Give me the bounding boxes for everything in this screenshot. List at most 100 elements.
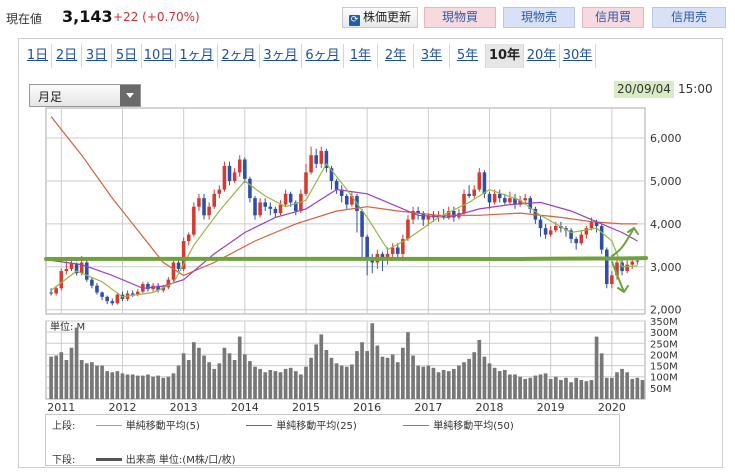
volume-bar (197, 347, 201, 399)
candle-body (492, 193, 497, 203)
candle-body (115, 294, 120, 304)
candle-body (237, 159, 242, 173)
candle-body (416, 211, 420, 214)
candle-body (344, 195, 349, 205)
period-tab[interactable]: 5年 (450, 44, 486, 68)
volume-bar (90, 362, 94, 399)
volume-bar (309, 357, 313, 399)
margin-sell-button[interactable]: 信用売 (652, 7, 726, 28)
last-update-time: 15:00 (678, 82, 713, 96)
volume-bar (186, 360, 191, 399)
volume-tick-label: 350M (650, 317, 678, 328)
volume-bar (446, 371, 451, 399)
period-tab[interactable]: 2日 (52, 44, 82, 68)
volume-bar (502, 370, 507, 399)
legend-ma25: 単純移動平均(25) (276, 421, 357, 432)
period-tab[interactable]: 1ヶ月 (176, 44, 218, 68)
price-tick-label: 4,000 (650, 218, 682, 231)
candle-body (258, 202, 262, 216)
candle-body (105, 296, 109, 302)
volume-bar (401, 347, 405, 399)
cash-sell-button[interactable]: 現物売 (503, 7, 575, 28)
volume-bar (411, 355, 415, 399)
period-tab[interactable]: 3年 (414, 44, 450, 68)
candle-body (314, 155, 318, 164)
period-tab[interactable]: 3ヶ月 (260, 44, 302, 68)
volume-bar (569, 382, 573, 399)
legend-upper-row: 上段: 単純移動平均(5) 単純移動平均(25) 単純移動平均(50) (52, 417, 514, 432)
candle-body (253, 198, 257, 216)
volume-bar (548, 378, 553, 399)
period-tab[interactable]: 5日 (112, 44, 142, 68)
volume-bar (467, 358, 471, 399)
volume-bar (584, 381, 589, 399)
legend-lower-label: 下段: (52, 455, 76, 466)
period-tab[interactable]: 30年 (560, 44, 596, 68)
period-tab[interactable]: 10日 (142, 44, 176, 68)
volume-bar (579, 380, 584, 399)
candle-body (401, 238, 405, 254)
volume-bar (451, 368, 456, 399)
volume-bar (477, 339, 482, 399)
price-plot-area (45, 107, 646, 315)
period-tab[interactable]: 1年 (344, 44, 378, 68)
volume-tick-label: 300M (650, 328, 678, 339)
x-tick-label: 2014 (231, 401, 259, 414)
volume-swatch (95, 458, 122, 461)
price-change: +22 (+0.70%) (113, 10, 200, 24)
volume-bar (513, 374, 517, 399)
period-tab[interactable]: 6ヶ月 (302, 44, 344, 68)
volume-bar (390, 354, 395, 399)
interval-select[interactable]: 月足 (29, 84, 141, 107)
chart-legend: 上段: 単純移動平均(5) 単純移動平均(25) 単純移動平均(50) 下段: … (45, 414, 620, 466)
interval-select-value: 月足 (38, 90, 63, 104)
period-tab[interactable]: 20年 (524, 44, 560, 68)
volume-bar (497, 371, 502, 399)
candle-body (610, 275, 614, 284)
price-tick-label: 2,000 (650, 304, 682, 317)
ma50-line-swatch (403, 425, 430, 426)
refresh-price-button[interactable]: ⟳ 株価更新 (342, 7, 418, 28)
volume-bar (237, 336, 242, 399)
candle-body (212, 193, 217, 207)
period-tab[interactable]: 2ヶ月 (218, 44, 260, 68)
period-tab[interactable]: 10年 (486, 44, 524, 68)
volume-tick-label: 150M (650, 362, 678, 373)
volume-bar (533, 375, 538, 399)
candle-body (110, 301, 115, 304)
candle-body (146, 283, 150, 290)
x-tick-label: 2015 (292, 401, 320, 414)
candle-body (202, 198, 206, 216)
volume-bar (79, 360, 84, 399)
volume-bar (49, 356, 53, 399)
candle-body (273, 208, 278, 214)
volume-bar (100, 365, 104, 399)
volume-bar (120, 373, 125, 399)
candle-body (625, 264, 629, 272)
volume-bar (212, 368, 217, 399)
volume-bar (242, 354, 247, 399)
margin-buy-button[interactable]: 信用買 (582, 7, 644, 28)
volume-bar (528, 377, 533, 399)
candle-body (207, 206, 211, 216)
volume-bar (54, 355, 59, 399)
volume-bar (217, 363, 222, 399)
candle-body (421, 213, 426, 220)
candle-body (339, 189, 344, 196)
period-tab[interactable]: 3日 (82, 44, 112, 68)
candle-body (579, 234, 584, 244)
candle-body (518, 200, 522, 205)
volume-unit-label: 単位: M (50, 320, 85, 333)
volume-bar (538, 374, 543, 399)
period-tab[interactable]: 1日 (24, 44, 52, 68)
volume-bar (421, 366, 426, 399)
volume-bar (385, 357, 390, 399)
volume-bar (263, 372, 268, 399)
volume-bar (457, 365, 461, 399)
volume-bar (171, 373, 176, 399)
volume-bar (156, 375, 160, 399)
period-tab[interactable]: 2年 (378, 44, 414, 68)
candle-body (477, 172, 482, 190)
volume-bar (523, 378, 528, 399)
cash-buy-button[interactable]: 現物買 (424, 7, 496, 28)
